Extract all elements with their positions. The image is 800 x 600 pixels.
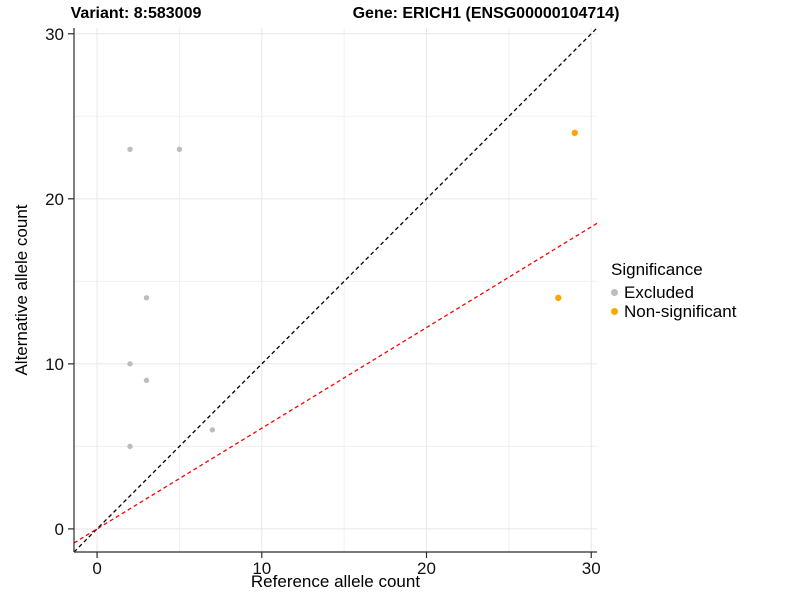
data-point-excluded (127, 146, 133, 153)
legend-label-excluded: Excluded (624, 283, 694, 302)
non-significant-swatch-icon (611, 308, 618, 315)
y-tick-label: 0 (55, 520, 64, 539)
variant-title: Variant: 8:583009 (70, 5, 202, 22)
legend-item-excluded: Excluded (611, 283, 736, 302)
data-point-excluded (127, 443, 133, 450)
data-point-non-significant (571, 129, 578, 136)
x-axis-title: Reference allele count (250, 572, 421, 591)
expected-ratio-line (73, 222, 598, 544)
identity-line (73, 27, 598, 553)
y-axis-title: Alternative allele count (12, 204, 31, 376)
x-tick-label: 30 (582, 559, 601, 578)
data-point-excluded (127, 361, 133, 367)
y-tick-label: 10 (45, 355, 64, 374)
x-tick-label: 20 (417, 559, 436, 578)
gene-title: Gene: ERICH1 (ENSG00000104714) (352, 5, 620, 22)
legend-item-non-significant: Non-significant (611, 302, 736, 321)
legend: Significance Excluded Non-significant (611, 260, 736, 321)
data-point-excluded (143, 377, 150, 384)
legend-label-non-significant: Non-significant (624, 302, 737, 321)
data-point-non-significant (555, 294, 562, 302)
data-point-excluded (209, 427, 216, 433)
y-tick-label: 30 (45, 25, 64, 44)
excluded-swatch-icon (611, 289, 618, 296)
y-tick-label: 20 (45, 190, 64, 209)
data-point-excluded (143, 295, 150, 301)
x-tick-label: 0 (92, 559, 101, 578)
x-tick-label: 10 (252, 559, 271, 578)
legend-title: Significance (611, 260, 703, 279)
data-point-excluded (176, 146, 183, 153)
